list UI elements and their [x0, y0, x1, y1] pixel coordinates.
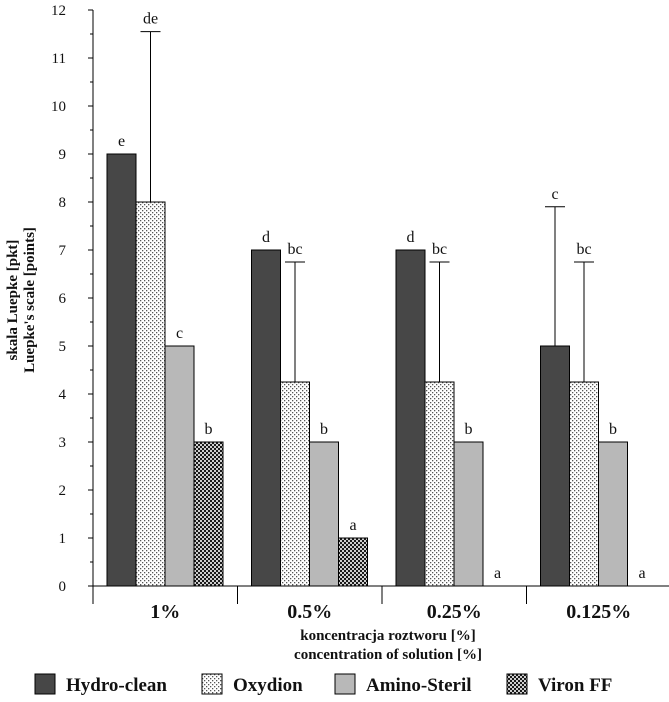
y-tick-label: 3 [59, 435, 67, 451]
y-tick-label: 10 [51, 99, 66, 115]
significance-letter: b [205, 421, 213, 438]
y-tick-label: 4 [59, 387, 67, 403]
significance-letter: b [609, 421, 617, 438]
significance-letter: de [143, 11, 158, 28]
legend-label: Viron FF [538, 675, 612, 696]
legend-swatch [34, 673, 56, 695]
significance-letter: a [494, 565, 501, 582]
significance-letter: bc [432, 241, 447, 258]
y-tick-label: 8 [59, 195, 67, 211]
legend-swatch [506, 673, 528, 695]
bar [338, 537, 368, 587]
significance-letter: bc [576, 241, 591, 258]
bar [164, 345, 195, 587]
error-bars [140, 31, 594, 382]
bars [106, 153, 628, 587]
x-axis-categories: 1% 0.5% 0.25% 0.125% [150, 586, 631, 623]
significance-letter: c [176, 325, 183, 342]
y-tick-label: 9 [59, 147, 67, 163]
bar [106, 153, 137, 587]
bar [135, 201, 166, 587]
x-tick-label: 0.125% [566, 601, 631, 623]
bar [280, 381, 310, 587]
legend-swatch [201, 673, 223, 695]
significance-letter: a [638, 565, 645, 582]
significance-letter: a [349, 517, 356, 534]
y-tick-label: 6 [59, 291, 67, 307]
bar [251, 249, 281, 587]
bar [424, 381, 455, 587]
legend-label: Amino-Steril [366, 675, 472, 696]
y-tick-label: 2 [59, 483, 67, 499]
bar [309, 441, 339, 587]
y-tick-label: 7 [59, 243, 67, 259]
significance-letter: bc [287, 241, 302, 258]
bar [540, 345, 570, 587]
y-tick-label: 5 [59, 339, 67, 355]
significance-letter: d [407, 229, 415, 246]
legend: Hydro-clean Oxydion Amino-Steril Viron FF [34, 673, 612, 696]
x-axis-label-english: concentration of solution [%] [294, 647, 482, 663]
x-tick-label: 0.5% [287, 601, 332, 623]
significance-letter: b [320, 421, 328, 438]
x-tick-label: 1% [150, 601, 180, 623]
y-tick-label: 1 [59, 531, 67, 547]
y-tick-label: 12 [51, 3, 66, 19]
bar [569, 381, 599, 587]
bar [598, 441, 628, 587]
legend-label: Hydro-clean [66, 675, 167, 696]
significance-letter: e [118, 133, 125, 150]
legend-swatch [334, 673, 356, 695]
y-axis-label-polish: skala Luepke [pkt] [5, 240, 21, 361]
legend-label: Oxydion [233, 675, 303, 696]
bar [395, 249, 426, 587]
y-tick-label: 11 [52, 51, 66, 67]
bar [193, 441, 224, 587]
significance-letter: b [465, 421, 473, 438]
x-tick-label: 0.25% [427, 601, 482, 623]
bar [453, 441, 484, 587]
y-axis-label-english: Luepke's scale [points] [22, 227, 38, 373]
x-axis-label-polish: koncentracja roztworu [%] [300, 628, 476, 644]
significance-letter: d [262, 229, 270, 246]
y-tick-label: 0 [59, 579, 67, 595]
significance-letter: c [551, 186, 558, 203]
